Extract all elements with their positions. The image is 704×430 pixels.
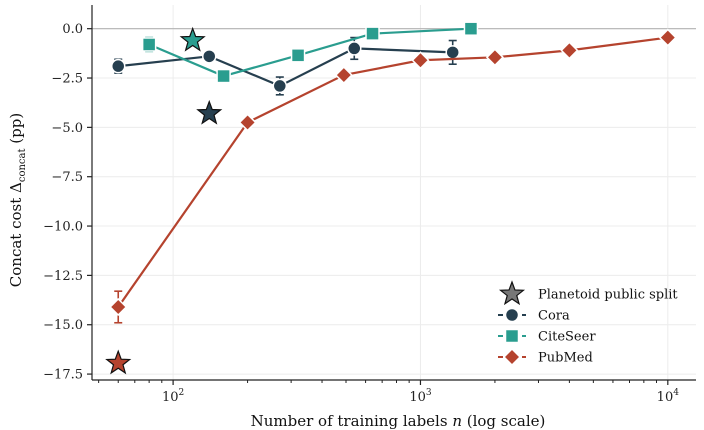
y-tick-label: −15.0 [43, 318, 83, 333]
legend-item-planetoid-public-split: Planetoid public split [498, 280, 678, 306]
legend-marker-citeseer [504, 328, 520, 344]
legend-marker-cora [504, 307, 520, 323]
planetoid-star-citeseer [179, 26, 206, 52]
citeseer-point [463, 21, 479, 36]
x-axis-label: Number of training labels n (log scale) [251, 412, 546, 430]
axes [91, 5, 696, 381]
pubmed-point [334, 66, 353, 85]
x-tick-label: 104 [657, 388, 680, 405]
y-tick-label: −7.5 [51, 170, 83, 185]
grid-lines [92, 5, 696, 380]
cora-point [347, 41, 362, 56]
planetoid-star-pubmed [105, 349, 132, 375]
citeseer-point [141, 37, 157, 52]
cora-point [272, 78, 288, 94]
x-axis-ticks: 102 103 104 [98, 380, 680, 405]
cora-point [202, 49, 217, 64]
pubmed-point [485, 48, 504, 67]
legend-item-pubmed: PubMed [498, 347, 593, 367]
legend-label: Planetoid public split [538, 288, 678, 303]
y-tick-label: −17.5 [43, 368, 83, 383]
series-citeseer [141, 21, 479, 84]
planetoid-points [105, 26, 223, 375]
legend: Planetoid public split Cora CiteSeer PubMed [498, 280, 678, 367]
citeseer-point [290, 48, 306, 63]
citeseer-point [216, 68, 231, 84]
series-cora [110, 36, 460, 96]
pubmed-point [109, 297, 128, 317]
y-tick-label: 0.0 [62, 22, 83, 37]
citeseer-line [148, 27, 472, 78]
y-axis-label: Concat cost Δconcat (pp) [7, 113, 28, 287]
cora-point [445, 45, 460, 60]
cora-line [118, 47, 453, 88]
legend-label: CiteSeer [538, 330, 596, 345]
y-tick-label: −10.0 [43, 220, 83, 235]
pubmed-point [560, 41, 579, 60]
legend-marker-planetoid-public-split [498, 280, 526, 306]
cora-point [110, 58, 126, 74]
legend-item-citeseer: CiteSeer [498, 328, 596, 345]
y-tick-label: −2.5 [51, 72, 83, 87]
legend-label: PubMed [538, 351, 593, 366]
legend-label: Cora [538, 309, 570, 324]
pubmed-point [411, 51, 430, 70]
citeseer-point [365, 26, 380, 41]
legend-marker-pubmed [502, 347, 522, 367]
legend-item-cora: Cora [498, 307, 570, 324]
pubmed-point [658, 28, 677, 47]
y-tick-label: −5.0 [51, 121, 83, 136]
series-layer [109, 21, 677, 324]
y-axis-ticks: 0.0 −2.5 −5.0 −7.5 −10.0 −12.5 −15.0 −17.5 [43, 22, 92, 383]
series-pubmed [109, 28, 677, 324]
pubmed-point [238, 113, 257, 132]
planetoid-star-cora [196, 99, 223, 125]
y-tick-label: −12.5 [43, 269, 83, 284]
x-tick-label: 102 [162, 388, 184, 405]
x-tick-label: 103 [409, 388, 432, 405]
